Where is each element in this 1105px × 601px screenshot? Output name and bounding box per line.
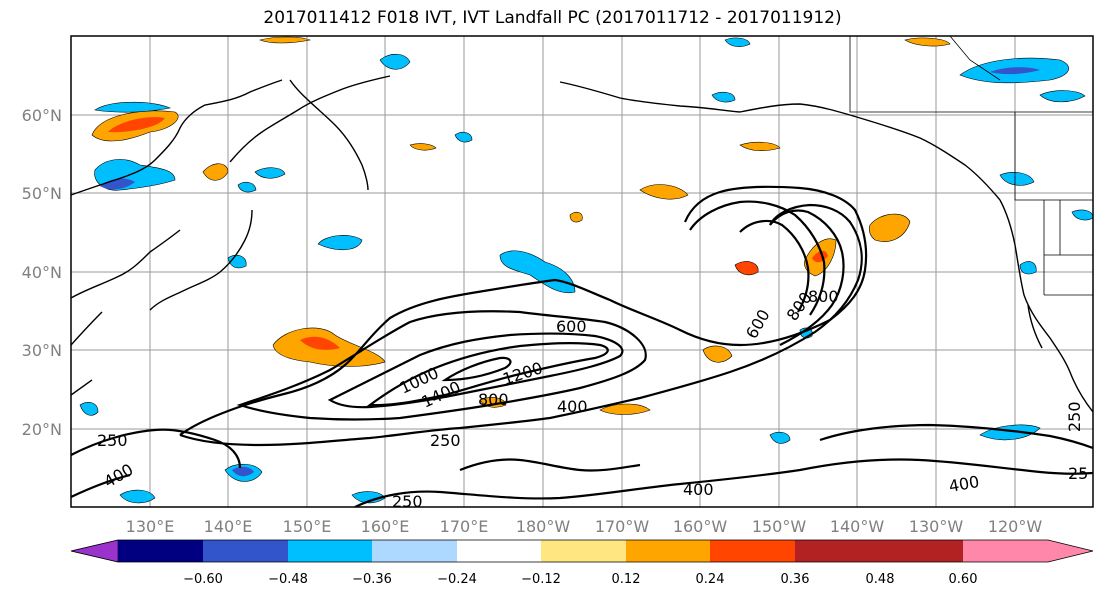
contour-label: 250 (430, 431, 461, 450)
lon-label: 160°W (673, 517, 728, 536)
colorbar-tick-label: 0.24 (696, 572, 725, 587)
lon-label: 150°W (752, 517, 807, 536)
lat-label: 40°N (22, 263, 62, 282)
lat-label: 60°N (22, 106, 62, 125)
colorbar-segment (626, 540, 710, 562)
ivt-contours (71, 185, 1093, 507)
longitude-labels: 130°E 140°E 150°E 160°E 170°E 180°W 170°… (126, 517, 1043, 536)
colorbar-segment (541, 540, 626, 562)
colorbar-segment (880, 540, 963, 562)
colorbar-left-extension (70, 539, 119, 563)
latitude-labels: 60°N 50°N 40°N 30°N 20°N (22, 106, 62, 439)
political-borders (849, 36, 1093, 296)
colorbar: −0.60 −0.48 −0.36 −0.24 −0.12 0.12 0.24 … (70, 539, 1094, 587)
lon-label: 120°W (988, 517, 1043, 536)
contour-label: 400 (557, 397, 588, 416)
colorbar-tick-label: 0.12 (612, 572, 641, 587)
lon-label: 160°E (361, 517, 410, 536)
contour-label: 25 (1068, 464, 1088, 483)
lon-label: 170°E (440, 517, 489, 536)
lon-label: 130°W (909, 517, 964, 536)
lat-label: 50°N (22, 184, 62, 203)
map-frame (70, 35, 1094, 508)
contour-label: 250 (97, 431, 128, 450)
colorbar-segment (118, 540, 203, 562)
contour-label: 600 (556, 317, 587, 336)
colorbar-tick-label: −0.24 (437, 572, 477, 587)
colorbar-right-extension (963, 540, 1093, 562)
colorbar-segment (457, 540, 541, 562)
lon-label: 150°E (283, 517, 332, 536)
colorbar-tick-label: 0.60 (949, 572, 978, 587)
colorbar-segment (795, 540, 880, 562)
lon-label: 140°E (204, 517, 253, 536)
colorbar-tick-label: 0.48 (866, 572, 895, 587)
contour-label: 800 (478, 390, 509, 409)
lon-label: 180°W (516, 517, 571, 536)
colorbar-tick-label: −0.48 (268, 572, 308, 587)
map-title: 2017011412 F018 IVT, IVT Landfall PC (20… (263, 8, 842, 28)
colorbar-segment (288, 540, 372, 562)
colorbar-tick-label: −0.36 (352, 572, 392, 587)
contour-label: 800 (808, 287, 839, 306)
colorbar-tick-label: 0.36 (781, 572, 810, 587)
colorbar-segment (372, 540, 457, 562)
lon-label: 140°W (830, 517, 885, 536)
lat-label: 20°N (22, 420, 62, 439)
contour-label: 250 (1065, 401, 1084, 432)
colorbar-outline (70, 539, 1094, 563)
contour-label: 400 (683, 480, 714, 499)
pc-anomaly-fills (79, 36, 1093, 504)
colorbar-tick-label: −0.60 (183, 572, 223, 587)
colorbar-segment (710, 540, 795, 562)
contour-labels: 250 400 600 800 1000 1200 1400 800 400 2… (97, 287, 1088, 511)
coastlines (71, 75, 1093, 413)
contour-label: 250 (392, 492, 423, 511)
lon-label: 130°E (126, 517, 175, 536)
colorbar-segment (203, 540, 288, 562)
colorbar-tick-label: −0.12 (521, 572, 561, 587)
lat-label: 30°N (22, 341, 62, 360)
lon-label: 170°W (595, 517, 650, 536)
